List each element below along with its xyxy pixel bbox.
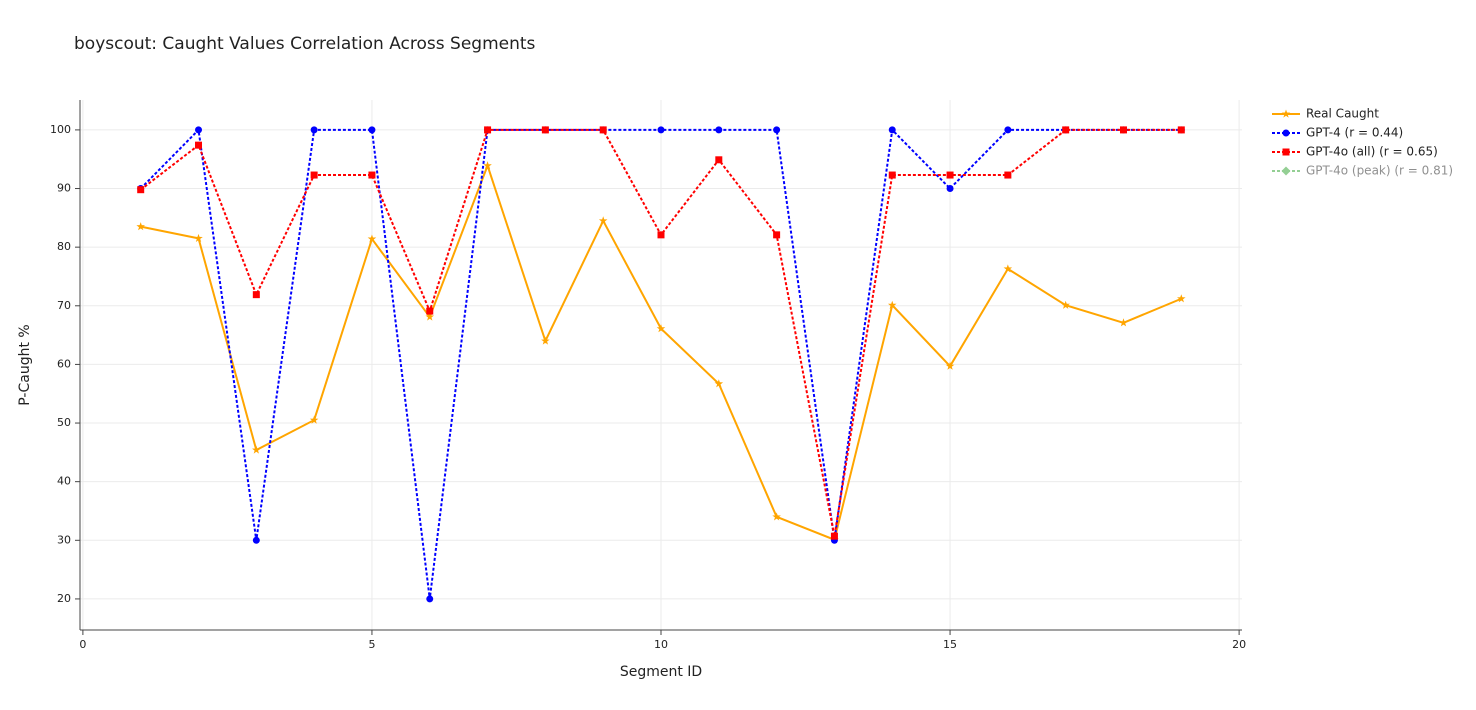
legend-label: GPT-4o (peak) (r = 0.81) (1306, 164, 1453, 178)
point (888, 171, 896, 179)
legend-label: GPT-4o (all) (r = 0.65) (1306, 145, 1438, 159)
point (715, 126, 723, 134)
point (310, 126, 318, 134)
x-tick-label: 5 (368, 638, 375, 651)
legend-item: GPT-4o (all) (r = 0.65) (1272, 145, 1438, 159)
point (1119, 318, 1128, 327)
legend-marker (1281, 166, 1291, 176)
point (772, 512, 781, 521)
y-tick-label: 30 (57, 533, 71, 546)
chart-title: boyscout: Caught Values Correlation Acro… (74, 34, 536, 54)
point (598, 216, 608, 225)
point (888, 126, 896, 134)
legend-marker (1282, 148, 1290, 156)
legend-marker (1282, 129, 1290, 137)
x-tick-label: 15 (943, 638, 957, 651)
point (1177, 126, 1185, 134)
point (656, 324, 666, 333)
point (426, 595, 434, 603)
point (773, 126, 781, 134)
y-tick-label: 60 (57, 357, 71, 370)
y-tick-label: 70 (57, 299, 71, 312)
point (599, 126, 607, 134)
x-tick-label: 10 (654, 638, 668, 651)
point (252, 291, 260, 299)
point (1004, 171, 1012, 179)
point (657, 231, 665, 239)
y-tick-label: 100 (50, 123, 71, 136)
point (541, 126, 549, 134)
point (830, 532, 838, 540)
point (1003, 264, 1013, 273)
point (945, 361, 955, 370)
point (946, 185, 954, 193)
point (484, 126, 492, 134)
point (368, 171, 376, 179)
legend-item: Real Caught (1272, 107, 1379, 121)
x-tick-label: 0 (79, 638, 86, 651)
legend-item: GPT-4 (r = 0.44) (1272, 126, 1403, 140)
point (714, 379, 724, 388)
legend-label: Real Caught (1306, 107, 1379, 121)
legend-label: GPT-4 (r = 0.44) (1306, 126, 1403, 140)
point (426, 307, 434, 315)
point (1061, 300, 1070, 309)
point (1004, 126, 1012, 134)
point (1119, 126, 1127, 134)
y-axis-label: P-Caught % (17, 324, 33, 405)
point (715, 156, 723, 164)
point (252, 536, 260, 544)
y-tick-label: 90 (57, 182, 71, 195)
x-axis-label: Segment ID (620, 664, 702, 680)
x-tick-label: 20 (1232, 638, 1246, 651)
y-tick-label: 40 (57, 475, 71, 488)
point (773, 231, 781, 239)
point (137, 186, 145, 194)
point (367, 234, 377, 243)
y-tick-label: 20 (57, 592, 71, 605)
legend-item: GPT-4o (peak) (r = 0.81) (1272, 164, 1453, 178)
point (541, 336, 550, 345)
y-tick-label: 80 (57, 240, 71, 253)
point (946, 171, 954, 179)
point (1062, 126, 1070, 134)
point (657, 126, 665, 134)
point (194, 233, 203, 242)
point (887, 300, 897, 309)
point (136, 222, 145, 231)
point (483, 161, 492, 170)
point (1177, 294, 1186, 303)
point (310, 171, 318, 179)
y-tick-label: 50 (57, 416, 71, 429)
legend-marker (1281, 109, 1291, 118)
point (368, 126, 376, 134)
point (195, 141, 203, 149)
point (309, 415, 319, 424)
point (425, 312, 435, 321)
point (195, 126, 203, 134)
point (252, 445, 261, 454)
